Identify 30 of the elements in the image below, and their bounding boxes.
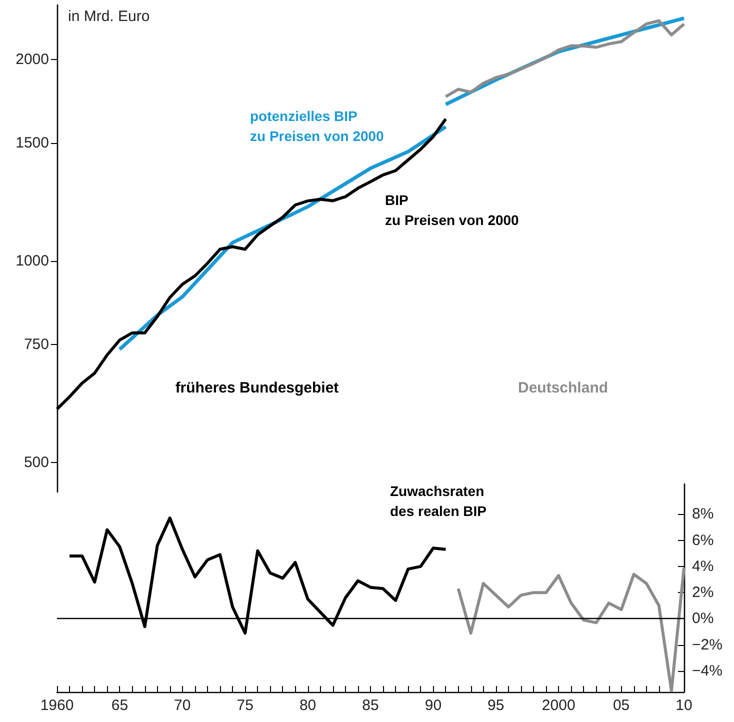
x-tick-label: 05 xyxy=(612,697,630,714)
x-tick-label: 2000 xyxy=(542,697,576,714)
annotation: früheres Bundesgebiet xyxy=(175,380,339,396)
x-tick-label: 1960 xyxy=(40,697,74,714)
y-tick-label: 8% xyxy=(692,506,714,523)
y-tick-label: 6% xyxy=(692,532,714,549)
y-axis-title: in Mrd. Euro xyxy=(68,8,150,25)
x-tick-label: 90 xyxy=(424,697,442,714)
x-tick-label: 80 xyxy=(299,697,316,714)
y-tick-label: −4% xyxy=(692,662,722,680)
x-tick-label: 65 xyxy=(111,697,128,714)
text: Zuwachsraten des realen BIP xyxy=(390,483,486,519)
y-tick-label: 500 xyxy=(24,454,49,472)
y-tick-label: 1000 xyxy=(16,252,49,270)
y-tick-label: 4% xyxy=(692,558,714,575)
y-tick-label: 1500 xyxy=(16,134,49,152)
x-tick-label: 70 xyxy=(174,697,191,714)
y-tick-label: 2% xyxy=(692,584,714,602)
x-tick-label: 85 xyxy=(362,697,379,714)
x-tick-label: 95 xyxy=(488,697,504,714)
y-tick-label: −2% xyxy=(692,636,722,654)
series-label: potenzielles BIP zu Preisen von 2000 xyxy=(250,108,384,144)
y-tick-label: 2000 xyxy=(16,50,49,68)
x-tick-label: 75 xyxy=(236,697,254,714)
series-label: BIP zu Preisen von 2000 xyxy=(385,192,520,228)
annotation: Deutschland xyxy=(518,380,608,396)
y-tick-label: 0% xyxy=(692,610,714,628)
y-tick-label: 750 xyxy=(24,336,49,354)
line-series xyxy=(456,566,686,692)
x-tick-label: 10 xyxy=(676,697,692,714)
